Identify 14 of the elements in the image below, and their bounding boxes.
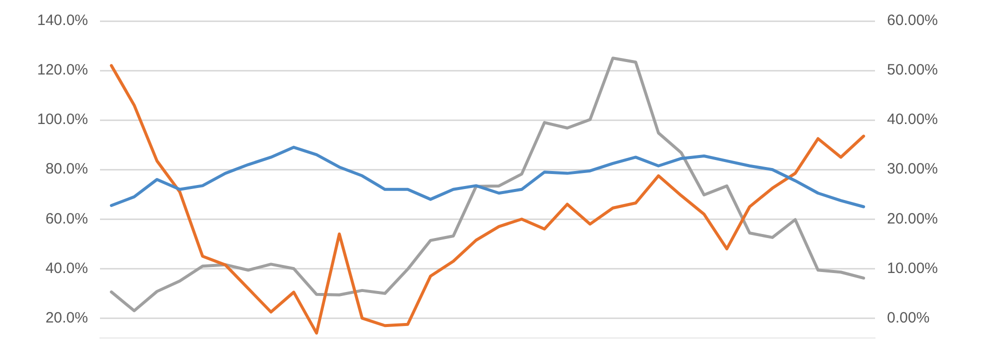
y-tick-label: 20.0% [45,309,88,326]
y2-tick-label: 0.00% [887,309,930,326]
y-tick-label: 140.0% [37,12,88,30]
y-tick-label: 100.0% [37,111,88,128]
y2-tick-label: 10.00% [887,260,938,277]
y2-tick-label: 20.00% [887,210,938,228]
y2-tick-label: 60.00% [887,12,938,30]
y-tick-label: 60.0% [45,210,88,228]
y-tick-label: 40.0% [45,260,88,277]
y2-tick-label: 50.00% [887,62,938,79]
y2-tick-label: 30.00% [887,160,938,178]
y-tick-label: 80.0% [45,160,88,178]
y2-tick-label: 40.00% [887,111,938,128]
y-tick-label: 120.0% [37,62,88,79]
